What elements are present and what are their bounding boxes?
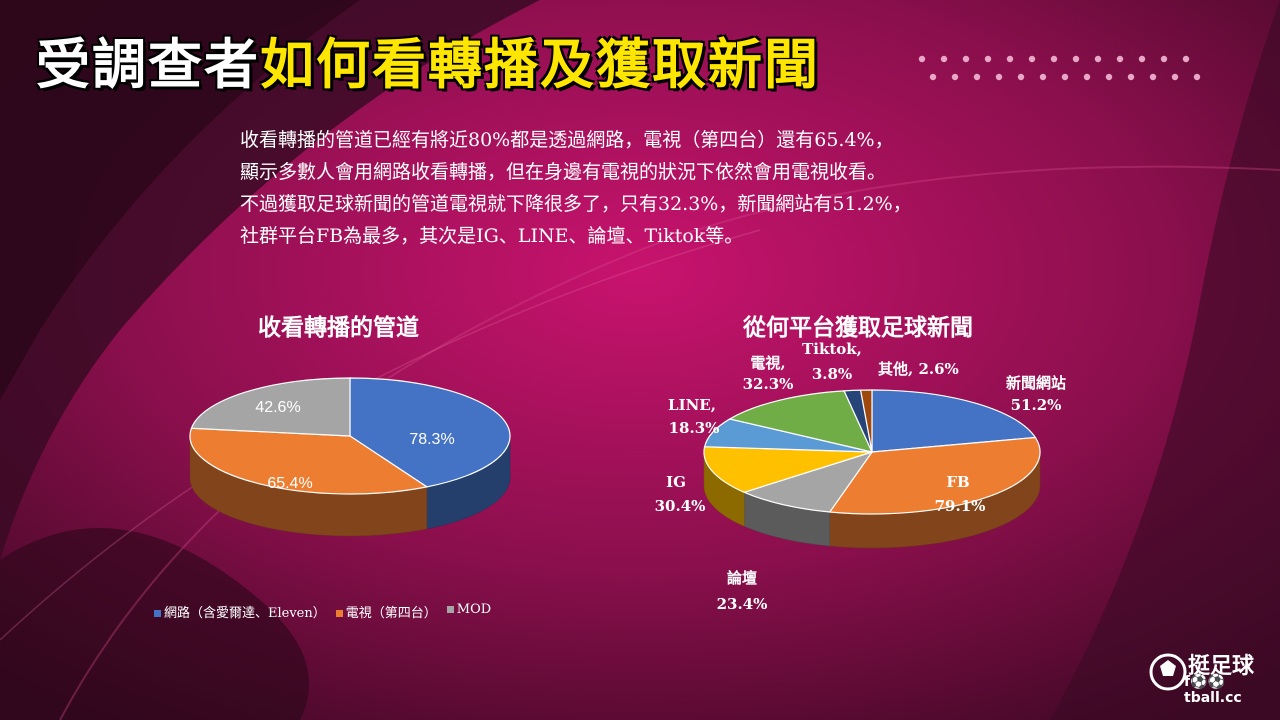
- pie-slice-2: [190, 377, 351, 437]
- chart1-title: 收看轉播的管道: [258, 314, 419, 341]
- pie-slice-0: [871, 389, 1037, 453]
- dot: [1083, 73, 1091, 81]
- chart2-label-name: IG: [666, 473, 686, 491]
- legend-label: MOD: [456, 602, 492, 617]
- dot: [1094, 55, 1102, 63]
- dot: [1127, 73, 1135, 81]
- dot: [1149, 73, 1157, 81]
- dot: [918, 55, 926, 63]
- chart2-label-name: 電視,: [750, 354, 786, 372]
- pie-slice-2: [742, 450, 874, 513]
- football-icon: [1149, 653, 1187, 691]
- dot: [951, 73, 959, 81]
- page-title: 受調查者如何看轉播及獲取新聞: [36, 30, 820, 100]
- pie-slice-7: [859, 389, 873, 453]
- chart2-label-value: 32.3%: [742, 375, 794, 393]
- dot: [929, 73, 937, 81]
- chart2-label-name: 新聞網站: [1005, 374, 1066, 392]
- pie-slice-1: [189, 427, 429, 495]
- paragraph-line: 社群平台FB為最多，其次是IG、LINE、論壇、Tiktok等。: [240, 225, 744, 247]
- chart2-label-value: 18.3%: [668, 419, 720, 437]
- chart2-label-value: 51.2%: [1010, 396, 1062, 414]
- chart2-label-name: Tiktok,: [802, 340, 862, 358]
- chart1-legend: 網路（含愛爾達、Eleven） 電視（第四台） MOD: [154, 602, 491, 621]
- chart2-label-value: 30.4%: [654, 497, 706, 515]
- logo-subtext: f⚽⚽tball.cc: [1184, 674, 1242, 706]
- dot: [1160, 55, 1168, 63]
- pie-slice-5: [728, 390, 874, 453]
- dot: [1193, 73, 1201, 81]
- legend-swatch: [154, 610, 161, 617]
- pie-top: [703, 389, 1041, 515]
- dot: [1061, 73, 1069, 81]
- dot: [1138, 55, 1146, 63]
- logo-text: 挺足球: [1188, 654, 1255, 679]
- legend-item: 電視（第四台）: [335, 602, 437, 621]
- dot: [1171, 73, 1179, 81]
- paragraph-line: 顯示多數人會用網路收看轉播，但在身邊有電視的狀況下依然會用電視收看。: [240, 161, 887, 183]
- dot: [1006, 55, 1014, 63]
- chart2-label-value: 23.4%: [716, 595, 768, 613]
- title-part1: 受調查者: [36, 33, 260, 96]
- footballcc-logo: 挺足球 f⚽⚽tball.cc: [1148, 648, 1266, 706]
- dot: [973, 73, 981, 81]
- legend-swatch: [335, 610, 343, 617]
- legend-label: 電視（第四台）: [345, 606, 437, 621]
- pie-top: [189, 377, 511, 495]
- pie-label-0: 78.3%: [409, 431, 454, 448]
- chart2-label-name: 論壇: [726, 569, 757, 587]
- dot: [1050, 55, 1058, 63]
- chart1-pie: 78.3% 65.4% 42.6%: [189, 377, 511, 537]
- pie-label-2: 42.6%: [255, 399, 300, 416]
- chart2-label-name: 其他, 2.6%: [878, 360, 959, 378]
- pie-sides: [703, 451, 1041, 549]
- pie-slice-1: [828, 436, 1041, 515]
- paragraph-line: 不過獲取足球新聞的管道電視就下降很多了，只有32.3%，新聞網站有51.2%，: [240, 193, 912, 215]
- decorative-dots: [918, 55, 1201, 81]
- dot: [1182, 55, 1190, 63]
- dot: [1105, 73, 1113, 81]
- dot: [1028, 55, 1036, 63]
- dot: [1116, 55, 1124, 63]
- chart2-label-name: FB: [946, 473, 970, 491]
- pie-label-1: 65.4%: [267, 475, 312, 492]
- pie-slice-0: [349, 377, 511, 488]
- dot: [940, 55, 948, 63]
- legend-label: 網路（含愛爾達、Eleven）: [164, 606, 326, 621]
- chart2-pie: [703, 389, 1041, 549]
- dot: [1072, 55, 1080, 63]
- legend-swatch: [446, 606, 454, 613]
- description-paragraph: 收看轉播的管道已經有將近80%都是透過網路，電視（第四台）還有65.4%， 顯示…: [240, 124, 1140, 252]
- dot: [984, 55, 992, 63]
- dot: [1039, 73, 1047, 81]
- chart2-label-value: 3.8%: [811, 365, 853, 383]
- chart2-label-value: 79.1%: [934, 497, 986, 515]
- dot: [1017, 73, 1025, 81]
- paragraph-line: 收看轉播的管道已經有將近80%都是透過網路，電視（第四台）還有65.4%，: [240, 129, 894, 151]
- pie-slice-3: [703, 446, 873, 493]
- title-part2: 如何看轉播及獲取新聞: [260, 33, 820, 96]
- legend-item: MOD: [446, 602, 492, 621]
- chart2-label-name: LINE,: [668, 396, 716, 414]
- chart2-title: 從何平台獲取足球新聞: [743, 314, 973, 341]
- legend-item: 網路（含愛爾達、Eleven）: [154, 602, 326, 621]
- dot: [962, 55, 970, 63]
- dot: [995, 73, 1003, 81]
